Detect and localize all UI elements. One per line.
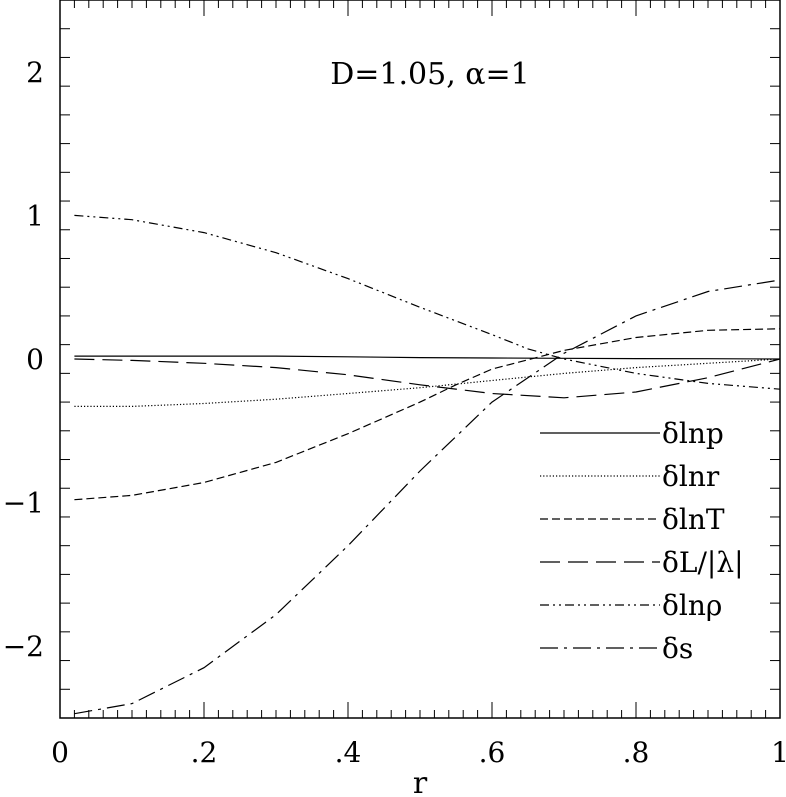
series-line — [74, 328, 781, 501]
series-line — [74, 358, 781, 399]
chart-title: D=1.05, α=1 — [330, 57, 530, 92]
series-line — [74, 358, 781, 407]
legend: δlnp δlnr δlnT δL/|λ| δlnρ δs — [540, 417, 744, 665]
legend-label: δlnρ — [662, 589, 722, 622]
series-line — [74, 355, 781, 360]
y-tick-label: 0 — [26, 343, 44, 376]
series-layer — [74, 214, 781, 715]
y-tick-label: 1 — [26, 199, 44, 232]
legend-label: δlnT — [662, 503, 725, 536]
legend-label: δlnr — [662, 460, 720, 493]
y-tick-label: −2 — [3, 630, 44, 663]
legend-label: δlnp — [662, 417, 724, 450]
series-line — [74, 214, 781, 390]
series-line — [74, 279, 781, 715]
x-axis-label: r — [413, 766, 428, 797]
x-tick-label: .8 — [623, 736, 650, 769]
ticks-layer: 0 .2 .4 .6 .8 1 −2 −1 0 1 2 — [3, 0, 786, 769]
x-tick-label: 0 — [51, 736, 69, 769]
y-tick-label: −1 — [3, 487, 44, 520]
legend-label: δL/|λ| — [662, 546, 744, 579]
x-tick-label: .6 — [479, 736, 506, 769]
x-tick-label: 1 — [771, 736, 786, 769]
x-tick-label: .4 — [335, 736, 362, 769]
legend-label: δs — [662, 632, 693, 665]
y-tick-label: 2 — [26, 56, 44, 89]
x-tick-label: .2 — [191, 736, 218, 769]
